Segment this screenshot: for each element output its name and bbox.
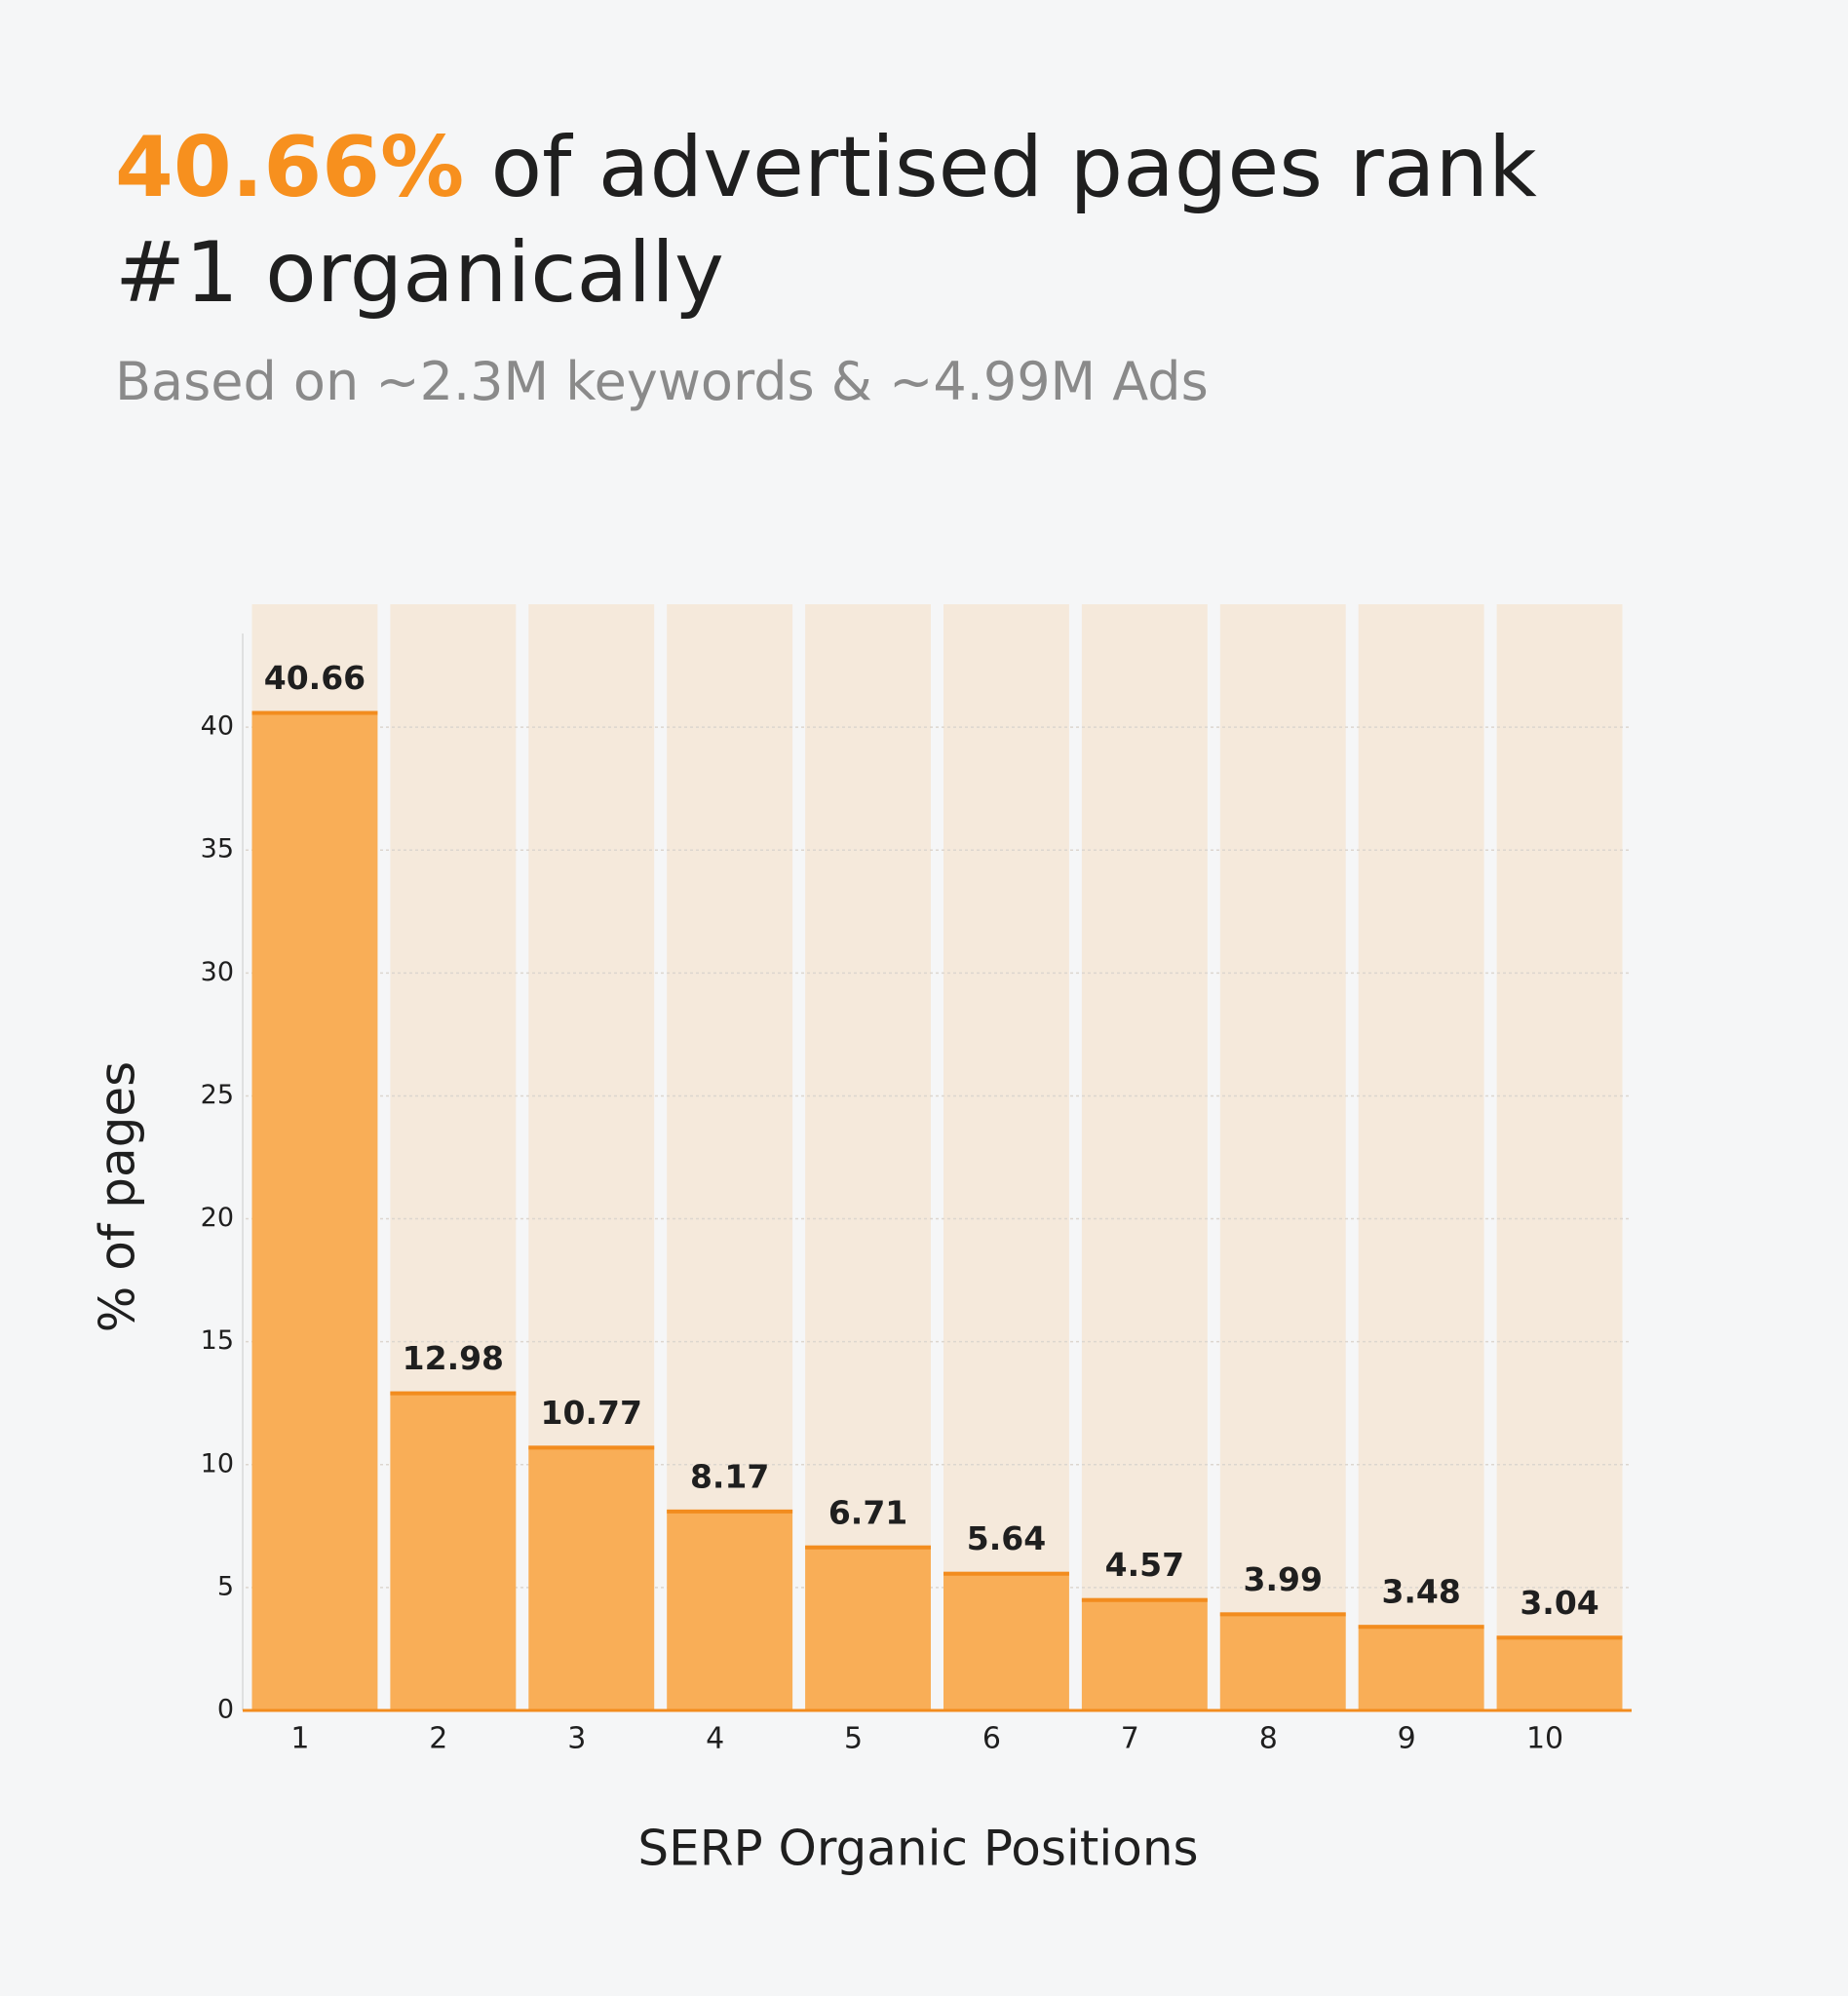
x-tick-label: 9 [1398, 1722, 1416, 1756]
column-background [805, 604, 931, 1710]
bar [943, 1571, 1069, 1710]
y-axis-title: % of pages [90, 1061, 146, 1332]
x-tick-label: 3 [567, 1722, 586, 1756]
value-label: 10.77 [541, 1394, 642, 1432]
x-axis-title: SERP Organic Positions [637, 1821, 1198, 1877]
column-background [1358, 604, 1484, 1710]
column-background [1081, 604, 1208, 1710]
column-background [1219, 604, 1346, 1710]
y-tick-label: 0 [217, 1695, 234, 1725]
y-tick-label: 5 [217, 1571, 234, 1601]
column-background [943, 604, 1069, 1710]
x-tick-label: 2 [429, 1722, 447, 1756]
x-tick-label: 5 [844, 1722, 863, 1756]
value-label: 4.57 [1105, 1546, 1184, 1584]
x-tick-label: 4 [706, 1722, 724, 1756]
bar [528, 1445, 655, 1710]
y-tick-label: 20 [201, 1203, 234, 1233]
column-background [1496, 604, 1623, 1710]
value-label: 5.64 [967, 1519, 1046, 1557]
value-label: 40.66 [264, 659, 366, 697]
bar [1219, 1612, 1346, 1710]
title-highlight: 40.66% [115, 119, 465, 216]
bar [667, 1509, 793, 1710]
bar [1496, 1635, 1623, 1710]
bar [251, 710, 378, 1711]
x-tick-label: 1 [290, 1722, 309, 1756]
x-tick-label: 6 [982, 1722, 1001, 1756]
bar [1358, 1625, 1484, 1710]
value-label: 3.99 [1244, 1560, 1323, 1598]
value-label: 3.04 [1520, 1584, 1598, 1622]
x-tick-label: 8 [1259, 1722, 1278, 1756]
bar [1081, 1597, 1208, 1710]
y-tick-label: 25 [201, 1080, 234, 1110]
y-tick-label: 15 [201, 1325, 234, 1356]
chart-title-block: 40.66% of advertised pages rank #1 organ… [115, 115, 1636, 326]
chart-title: of advertised pages rank #1 organically [115, 119, 1537, 322]
x-tick-label: 7 [1121, 1722, 1139, 1756]
value-label: 6.71 [828, 1493, 907, 1531]
bar [805, 1545, 931, 1710]
x-tick-label: 10 [1526, 1722, 1563, 1756]
y-tick-label: 10 [201, 1448, 234, 1478]
y-tick-label: 40 [201, 711, 234, 742]
chart-subtitle: Based on ~2.3M keywords & ~4.99M Ads [115, 351, 1209, 412]
bar [390, 1391, 517, 1710]
value-label: 3.48 [1381, 1573, 1460, 1611]
value-label: 12.98 [403, 1339, 504, 1377]
y-tick-label: 35 [201, 834, 234, 864]
y-tick-label: 30 [201, 957, 234, 987]
value-label: 8.17 [690, 1457, 769, 1495]
